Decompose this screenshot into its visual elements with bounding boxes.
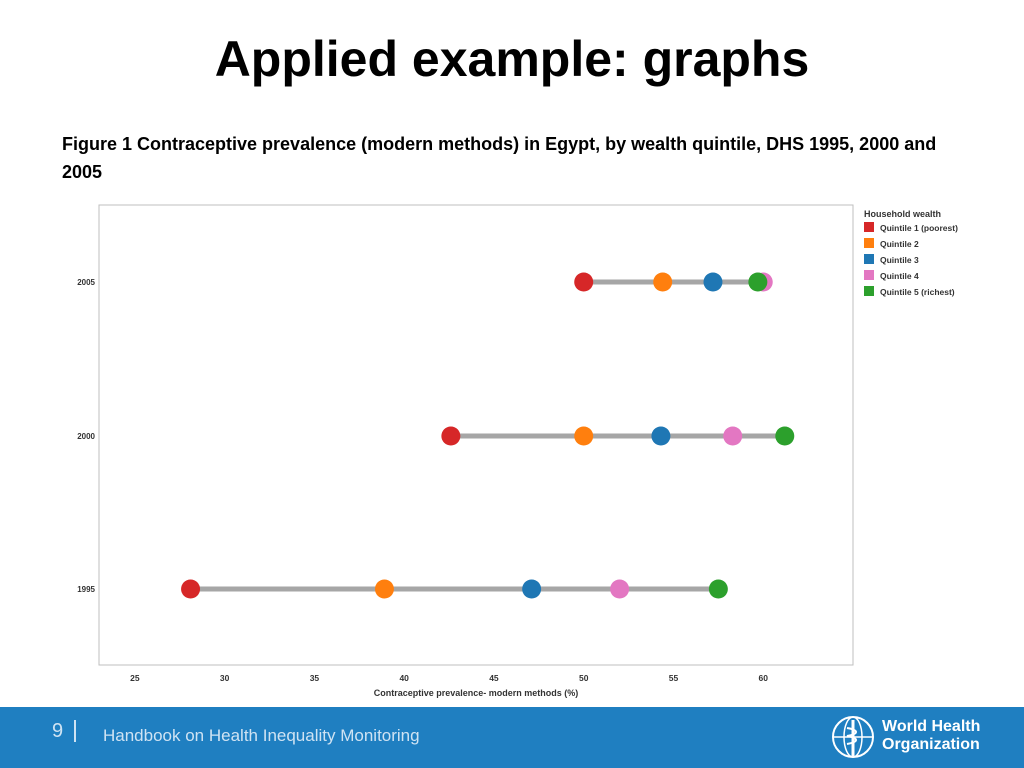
x-tick-label: 50 bbox=[579, 673, 589, 683]
figure-caption: Figure 1 Contraceptive prevalence (moder… bbox=[62, 134, 937, 182]
y-tick-label: 2000 bbox=[77, 432, 95, 441]
x-tick-label: 30 bbox=[220, 673, 230, 683]
who-logo-line1: World Health bbox=[882, 718, 981, 735]
data-point bbox=[574, 426, 594, 446]
legend-label: Quintile 5 (richest) bbox=[880, 287, 955, 297]
who-emblem-icon bbox=[832, 716, 874, 758]
who-logo-line2: Organization bbox=[882, 736, 980, 753]
data-point bbox=[653, 272, 673, 292]
x-tick-label: 40 bbox=[399, 673, 409, 683]
data-point bbox=[374, 579, 394, 599]
x-axis-label: Contraceptive prevalence- modern methods… bbox=[374, 688, 579, 698]
legend-label: Quintile 1 (poorest) bbox=[880, 223, 958, 233]
legend: Household wealth Quintile 1 (poorest) Qui… bbox=[864, 209, 958, 297]
data-point bbox=[775, 426, 795, 446]
data-point bbox=[522, 579, 542, 599]
x-tick-label: 25 bbox=[130, 673, 140, 683]
legend-swatch bbox=[864, 286, 874, 296]
footer-handbook-title: Handbook on Health Inequality Monitoring bbox=[103, 726, 420, 745]
page-separator bbox=[74, 720, 76, 742]
data-point bbox=[748, 272, 768, 292]
data-points bbox=[181, 272, 795, 599]
x-tick-labels: 25 30 35 40 45 50 55 60 bbox=[130, 673, 768, 683]
data-point bbox=[708, 579, 728, 599]
y-tick-label: 2005 bbox=[77, 278, 95, 287]
y-tick-labels: 2005 2000 1995 bbox=[77, 278, 95, 594]
data-point bbox=[574, 272, 594, 292]
legend-swatch bbox=[864, 238, 874, 248]
x-tick-label: 60 bbox=[759, 673, 769, 683]
data-point bbox=[651, 426, 671, 446]
legend-swatch bbox=[864, 254, 874, 264]
dot-plot-chart: 2005 2000 1995 25 30 35 40 45 50 55 60 Contracept… bbox=[77, 204, 958, 698]
legend-swatch bbox=[864, 222, 874, 232]
legend-swatch bbox=[864, 270, 874, 280]
y-tick-label: 1995 bbox=[77, 585, 95, 594]
slide-title: Applied example: graphs bbox=[214, 31, 810, 87]
x-tick-label: 45 bbox=[489, 673, 499, 683]
x-tick-label: 35 bbox=[310, 673, 320, 683]
x-tick-label: 55 bbox=[669, 673, 679, 683]
legend-label: Quintile 4 bbox=[880, 271, 919, 281]
data-point bbox=[441, 426, 461, 446]
data-point bbox=[723, 426, 743, 446]
legend-label: Quintile 2 bbox=[880, 239, 919, 249]
data-point bbox=[181, 579, 201, 599]
data-point bbox=[703, 272, 723, 292]
data-point bbox=[610, 579, 630, 599]
page-number: 9 bbox=[52, 720, 64, 742]
legend-title: Household wealth bbox=[864, 209, 941, 219]
who-logo-text: World Health Organization bbox=[882, 718, 980, 754]
legend-label: Quintile 3 bbox=[880, 255, 919, 265]
